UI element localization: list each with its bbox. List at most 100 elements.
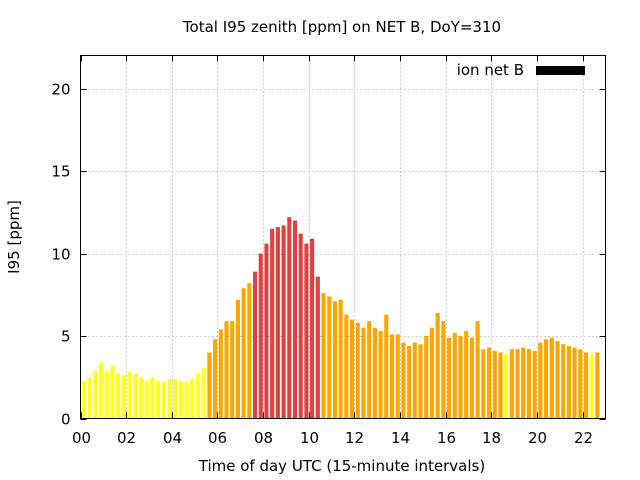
bar <box>561 344 566 419</box>
bar <box>321 293 326 419</box>
bar <box>578 349 583 419</box>
bar <box>424 336 429 419</box>
bar <box>458 336 463 419</box>
bar <box>350 319 355 419</box>
bar <box>127 372 132 419</box>
x-tick-label: 00 <box>72 429 91 447</box>
bar <box>338 299 343 419</box>
grid <box>80 55 606 419</box>
x-tick-label: 12 <box>345 429 364 447</box>
bar <box>298 233 303 419</box>
bar <box>213 339 218 419</box>
bar <box>121 375 126 419</box>
y-tick-label: 0 <box>61 411 71 429</box>
bar <box>224 321 229 419</box>
x-tick-label: 16 <box>437 429 456 447</box>
bar <box>98 362 104 419</box>
y-tick-label: 15 <box>51 163 70 181</box>
x-tick-label: 18 <box>482 429 501 447</box>
bar <box>184 382 189 419</box>
bar <box>275 227 280 419</box>
bar <box>173 378 178 419</box>
bar <box>572 347 577 419</box>
bar <box>549 337 554 419</box>
bar <box>230 321 235 419</box>
bar <box>116 373 121 419</box>
bar <box>492 350 497 419</box>
bar <box>435 312 440 419</box>
bar <box>412 342 417 419</box>
bar <box>315 276 320 419</box>
bar <box>133 373 138 419</box>
bar <box>583 352 589 419</box>
x-tick-label: 10 <box>300 429 319 447</box>
bar <box>310 238 315 419</box>
bar <box>429 327 435 419</box>
bar <box>475 321 480 419</box>
bar <box>304 243 309 419</box>
bar <box>247 283 252 419</box>
bar <box>504 354 509 419</box>
bar <box>378 331 383 419</box>
bar <box>327 296 332 419</box>
bar <box>241 288 246 419</box>
bar <box>355 322 360 419</box>
bar <box>344 314 349 419</box>
bar <box>195 373 201 419</box>
bar <box>589 354 594 419</box>
bar <box>287 217 292 419</box>
x-tick-label: 02 <box>117 429 136 447</box>
bar <box>281 225 286 419</box>
bar <box>150 377 155 419</box>
chart-title: Total I95 zenith [ppm] on NET B, DoY=310 <box>182 18 501 36</box>
x-tick-label: 22 <box>574 429 593 447</box>
bar <box>481 349 486 419</box>
bar <box>566 345 571 419</box>
bar <box>372 327 377 419</box>
legend-label: ion net B <box>457 61 524 79</box>
y-tick-label: 20 <box>51 81 70 99</box>
bar <box>469 337 474 419</box>
plot-frame <box>80 55 606 419</box>
bar <box>93 370 98 419</box>
bar <box>167 378 172 419</box>
bar <box>521 347 526 419</box>
x-axis-label: Time of day UTC (15-minute intervals) <box>198 457 485 475</box>
x-tick-label: 04 <box>163 429 182 447</box>
bar <box>144 380 149 419</box>
bar <box>498 352 503 419</box>
bar <box>155 380 161 419</box>
y-tick-label: 10 <box>51 246 70 264</box>
bar <box>258 253 263 419</box>
bar <box>207 352 212 419</box>
bar <box>252 271 258 419</box>
bar <box>555 340 560 419</box>
bar <box>544 339 549 419</box>
y-axis-label: I95 [ppm] <box>5 200 23 274</box>
bar <box>110 365 115 419</box>
bar <box>367 321 372 419</box>
bar <box>418 344 423 419</box>
bar <box>447 337 452 419</box>
bar <box>464 331 469 419</box>
bar <box>389 334 395 419</box>
x-tick-label: 06 <box>208 429 227 447</box>
bar <box>595 352 600 419</box>
x-tick-label: 14 <box>391 429 410 447</box>
bar <box>441 321 446 419</box>
bar <box>526 349 532 419</box>
x-tick-label: 08 <box>254 429 273 447</box>
bar <box>161 382 166 419</box>
bar <box>401 342 406 419</box>
bar <box>235 299 240 419</box>
ticks: 0 5 10 15 20 00 02 04 06 08 10 12 14 16 18 20 22 <box>51 55 606 447</box>
bar <box>190 378 195 419</box>
x-tick-label: 20 <box>528 429 547 447</box>
bar <box>515 349 520 419</box>
y-tick-label: 5 <box>61 328 71 346</box>
bar <box>104 370 109 419</box>
bar <box>384 314 389 419</box>
bar <box>509 349 514 419</box>
bar <box>332 301 337 419</box>
